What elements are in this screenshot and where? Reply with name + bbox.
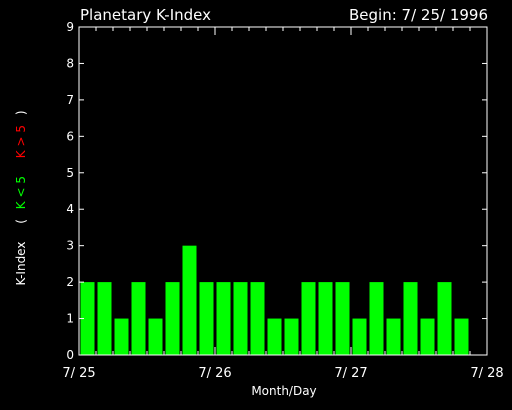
y-axis-label-open-paren: ( — [14, 219, 28, 224]
y-tick-label: 5 — [66, 166, 74, 180]
bar — [250, 282, 265, 355]
bar — [267, 318, 282, 355]
x-tick-label: 7/ 28 — [470, 366, 503, 381]
bar — [114, 318, 129, 355]
y-axis-label-high: K > 5 — [14, 125, 28, 158]
bar — [369, 282, 384, 355]
bar — [403, 282, 418, 355]
x-axis-ticks: 7/ 25 7/ 26 7/ 27 7/ 28 — [62, 27, 504, 381]
bar — [165, 282, 180, 355]
bar — [335, 282, 350, 355]
bar — [352, 318, 367, 355]
x-tick-label: 7/ 27 — [334, 366, 367, 381]
bar — [216, 282, 231, 355]
bar — [420, 318, 435, 355]
y-axis-label-close-paren: ) — [14, 110, 28, 115]
bar — [182, 245, 197, 355]
y-tick-label: 3 — [66, 239, 74, 253]
bar — [131, 282, 146, 355]
bar — [437, 282, 452, 355]
x-tick-label: 7/ 25 — [62, 366, 95, 381]
bar — [199, 282, 214, 355]
x-axis-label: Month/Day — [251, 384, 316, 398]
svg-text:K-Index ( K < 5: K-Index ( K < 5 K > 5 ) — [14, 110, 28, 285]
y-tick-label: 2 — [66, 275, 74, 289]
bar — [284, 318, 299, 355]
begin-date-label: Begin: 7/ 25/ 1996 — [349, 6, 488, 24]
bar — [386, 318, 401, 355]
y-axis-ticks: 0 1 2 3 4 5 6 7 8 9 — [66, 20, 487, 362]
bar — [97, 282, 112, 355]
x-tick-label: 7/ 26 — [198, 366, 231, 381]
y-axis-label-main: K-Index — [14, 242, 28, 286]
y-tick-label: 4 — [66, 202, 74, 216]
chart-title: Planetary K-Index — [80, 6, 211, 24]
y-axis-label: K-Index ( K < 5 K > 5 ) — [14, 110, 28, 285]
y-axis-label-low: K < 5 — [14, 176, 28, 209]
y-tick-label: 7 — [66, 93, 74, 107]
y-tick-label: 0 — [66, 348, 74, 362]
bar — [318, 282, 333, 355]
bar — [233, 282, 248, 355]
bar — [301, 282, 316, 355]
bar — [80, 282, 95, 355]
y-tick-label: 6 — [66, 129, 74, 143]
bar — [454, 318, 469, 355]
y-tick-label: 9 — [66, 20, 74, 34]
y-tick-label: 8 — [66, 56, 74, 70]
bar-series — [80, 245, 469, 355]
y-tick-label: 1 — [66, 312, 74, 326]
bar — [148, 318, 163, 355]
